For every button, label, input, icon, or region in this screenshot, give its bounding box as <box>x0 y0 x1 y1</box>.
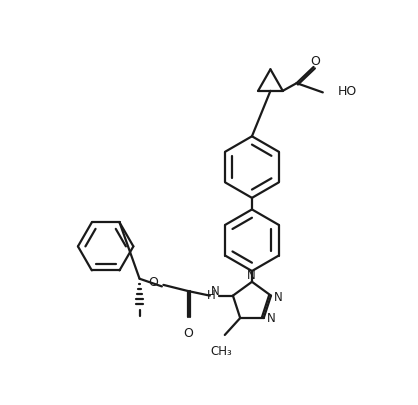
Text: N: N <box>211 284 220 297</box>
Text: O: O <box>310 55 320 68</box>
Text: O: O <box>183 327 193 340</box>
Text: CH₃: CH₃ <box>210 344 232 357</box>
Text: N: N <box>247 269 255 281</box>
Text: N: N <box>267 311 275 324</box>
Text: O: O <box>148 275 158 288</box>
Text: N: N <box>274 290 283 303</box>
Text: HO: HO <box>338 85 357 98</box>
Text: H: H <box>207 289 216 302</box>
